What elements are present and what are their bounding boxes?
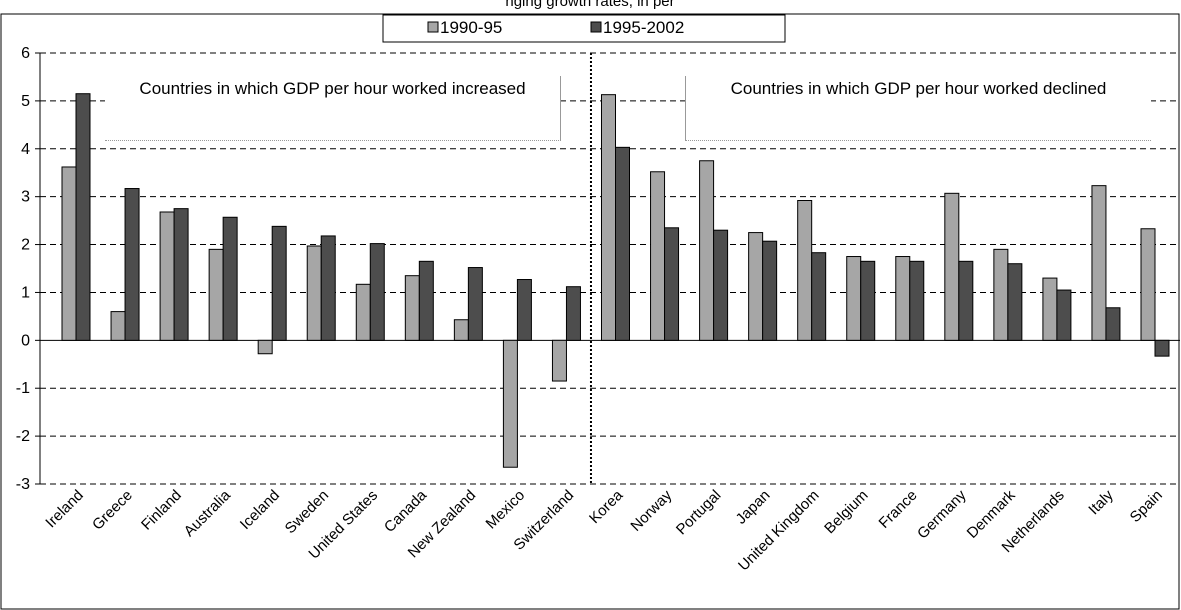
bar (257, 339, 273, 355)
x-tick-label: Japan (733, 487, 774, 528)
bar (551, 339, 567, 382)
bar (271, 225, 287, 341)
bar (664, 227, 680, 341)
bar (797, 199, 813, 341)
legend-label: 1995-2002 (603, 18, 684, 37)
bar (860, 260, 876, 341)
x-tick-label: Sweden (282, 487, 332, 537)
bar (1042, 277, 1058, 341)
y-tick-label: 6 (21, 45, 30, 62)
x-tick-label: Germany (914, 486, 970, 542)
y-tick-label: -2 (16, 428, 30, 445)
bar (502, 339, 518, 468)
bar (601, 94, 616, 341)
bar (355, 283, 371, 341)
x-tick-label: Spain (1127, 487, 1166, 526)
bar (993, 248, 1009, 341)
bar (208, 248, 224, 341)
annotation: Countries in which GDP per hour worked i… (105, 76, 561, 141)
bar (404, 275, 420, 341)
y-tick-label: -3 (16, 476, 30, 493)
y-tick-label: 2 (21, 237, 30, 254)
x-tick-label: Australia (181, 486, 235, 540)
y-tick-label: 5 (21, 93, 30, 110)
bar (467, 267, 483, 341)
y-tick-label: 4 (21, 141, 30, 158)
x-tick-label: Portugal (673, 487, 725, 539)
bar (958, 260, 974, 341)
bar (516, 279, 532, 341)
bar (944, 192, 960, 341)
bar (713, 229, 729, 341)
bar (1105, 307, 1121, 341)
bar (699, 160, 715, 341)
bar (1154, 339, 1170, 357)
bar (1091, 185, 1107, 341)
x-tick-label: Greece (89, 487, 136, 534)
bar (762, 240, 778, 341)
bar (1007, 263, 1023, 341)
bar (1056, 289, 1072, 341)
bar (306, 245, 322, 341)
chart-frame (0, 13, 1180, 610)
bar (650, 171, 666, 341)
x-tick-label: Norway (627, 486, 675, 534)
bar (418, 260, 434, 341)
bar (61, 166, 77, 341)
bar (615, 146, 630, 341)
x-tick-label: Italy (1085, 486, 1117, 518)
bar (75, 93, 91, 341)
legend-swatch (427, 21, 439, 33)
x-tick-label: Mexico (483, 487, 529, 533)
bar (320, 235, 336, 341)
bar (895, 256, 911, 341)
y-tick-label: 3 (21, 189, 30, 206)
bar (369, 243, 385, 341)
bar (124, 188, 140, 341)
y-tick-label: 0 (21, 332, 30, 349)
legend-swatch (590, 21, 602, 33)
bar (846, 256, 862, 341)
y-tick-label: -1 (16, 380, 30, 397)
bar (565, 286, 581, 341)
x-tick-label: Ireland (42, 487, 86, 531)
bar (222, 216, 238, 341)
x-tick-label: Finland (138, 487, 185, 534)
legend-label: 1990-95 (440, 18, 502, 37)
x-tick-label: Belgium (821, 487, 871, 537)
y-tick-label: 1 (21, 284, 30, 301)
chart-title: nging growth rates, in per (505, 0, 674, 10)
bar (748, 232, 764, 341)
x-tick-label: France (876, 487, 921, 532)
bar (909, 260, 925, 341)
annotation: Countries in which GDP per hour worked d… (685, 76, 1151, 141)
bar (159, 211, 175, 341)
x-tick-label: Iceland (237, 487, 283, 533)
x-tick-label: Canada (381, 486, 431, 536)
bar (110, 311, 126, 341)
legend-box (382, 14, 786, 43)
bar (453, 319, 469, 341)
bar (811, 252, 827, 341)
bar (173, 208, 189, 341)
x-tick-label: Korea (586, 486, 627, 527)
bar (1140, 228, 1156, 341)
